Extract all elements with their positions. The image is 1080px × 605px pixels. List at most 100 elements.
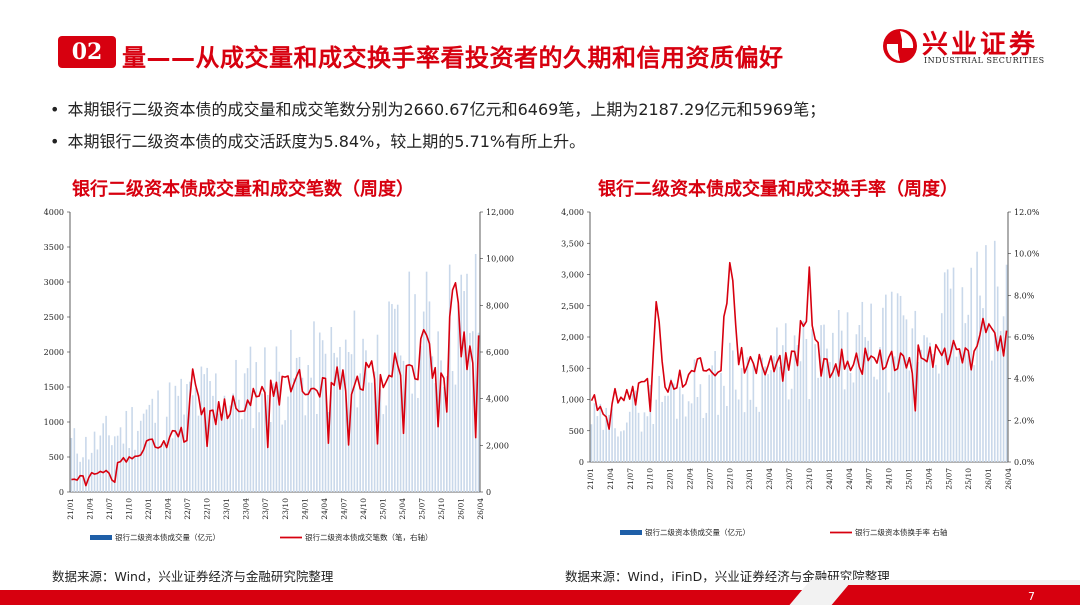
volume-bar xyxy=(893,356,896,462)
volume-bar xyxy=(411,393,413,492)
y-left-tick-label: 500 xyxy=(569,427,584,436)
volume-bar xyxy=(197,415,200,492)
x-tick-label: 22/07 xyxy=(183,498,192,520)
volume-bar xyxy=(820,325,822,462)
volume-bar xyxy=(625,422,628,462)
y-left-tick-label: 2500 xyxy=(44,313,64,322)
volume-bar xyxy=(391,304,393,492)
volume-bar xyxy=(790,388,793,462)
x-tick-label: 22/01 xyxy=(144,498,153,520)
volume-bar xyxy=(976,251,978,462)
volume-bar xyxy=(955,356,958,462)
volume-bar xyxy=(932,353,934,462)
y-right-tick-label: 4,000 xyxy=(486,395,509,404)
volume-bar xyxy=(985,245,987,462)
volume-bar xyxy=(711,365,713,462)
volume-bar xyxy=(764,366,766,462)
volume-bar xyxy=(85,436,87,492)
volume-bar xyxy=(275,346,278,492)
x-tick-label: 21/04 xyxy=(606,468,615,490)
volume-bar xyxy=(799,361,802,462)
volume-bar xyxy=(973,365,975,462)
volume-bar xyxy=(310,377,312,492)
y-left-tick-label: 1,500 xyxy=(561,364,584,373)
volume-bar xyxy=(834,365,837,462)
y-left-tick-label: 3,000 xyxy=(561,271,584,280)
x-tick-label: 22/01 xyxy=(666,468,675,490)
volume-bar xyxy=(714,351,716,462)
volume-bar xyxy=(664,395,666,462)
volume-bar xyxy=(917,361,920,462)
volume-bar xyxy=(935,364,937,462)
volume-bar xyxy=(235,359,237,492)
volume-bar xyxy=(717,414,719,462)
volume-bar xyxy=(808,399,811,462)
volume-bar xyxy=(964,323,967,462)
legend-swatch-bar xyxy=(90,535,112,540)
volume-bar xyxy=(362,338,364,492)
volume-bar xyxy=(82,457,84,492)
volume-bar xyxy=(209,381,211,492)
volume-bar xyxy=(102,423,104,492)
volume-bar xyxy=(720,372,722,462)
x-tick-label: 21/04 xyxy=(86,498,95,520)
x-tick-label: 25/04 xyxy=(924,468,933,490)
volume-bar xyxy=(681,394,684,462)
volume-bar xyxy=(454,384,457,492)
volume-bar xyxy=(125,410,128,492)
y-right-tick-label: 4.0% xyxy=(1014,375,1035,384)
volume-bar xyxy=(171,438,174,492)
bullet-2: 本期银行二级资本债的成交活跃度为5.84%，较上期的5.71%有所上升。 xyxy=(50,128,585,152)
volume-bar xyxy=(252,428,255,492)
volume-bar xyxy=(93,431,96,492)
y-right-tick-label: 6,000 xyxy=(486,348,509,357)
volume-bar xyxy=(428,301,431,492)
volume-bar xyxy=(940,313,943,462)
y-left-tick-label: 0 xyxy=(59,488,64,497)
volume-bar xyxy=(837,310,840,462)
volume-bar xyxy=(142,413,145,492)
volume-bar xyxy=(628,411,631,462)
volume-bar xyxy=(846,312,849,462)
volume-bar xyxy=(471,331,474,492)
volume-bar xyxy=(460,274,463,492)
volume-bar xyxy=(920,349,922,462)
y-left-tick-label: 1000 xyxy=(44,418,64,427)
volume-bar xyxy=(979,295,981,462)
volume-bar xyxy=(770,370,772,462)
volume-bar xyxy=(758,411,761,462)
volume-bar xyxy=(272,383,275,492)
volume-bar xyxy=(229,405,232,492)
volume-bar xyxy=(134,449,136,492)
volume-bar xyxy=(304,415,307,492)
x-tick-label: 21/10 xyxy=(125,498,134,520)
x-tick-label: 25/01 xyxy=(378,498,387,520)
volume-bar xyxy=(183,414,185,492)
y-right-tick-label: 10,000 xyxy=(486,255,514,264)
volume-bar xyxy=(617,436,619,462)
volume-bar xyxy=(96,449,99,492)
volume-bar xyxy=(448,264,451,492)
volume-bar xyxy=(876,379,878,462)
volume-bar xyxy=(926,337,928,462)
volume-bar xyxy=(890,291,893,462)
x-tick-label: 22/10 xyxy=(203,498,212,520)
y-right-tick-label: 12.0% xyxy=(1014,208,1040,217)
x-tick-label: 23/01 xyxy=(222,498,231,520)
volume-bar xyxy=(999,331,1002,462)
volume-bar xyxy=(690,403,693,462)
volume-bar xyxy=(148,404,151,492)
x-tick-label: 21/07 xyxy=(105,498,114,520)
volume-bar xyxy=(902,315,905,462)
volume-bar xyxy=(165,416,168,492)
volume-bar xyxy=(344,339,347,492)
volume-bar xyxy=(887,392,890,462)
volume-bar xyxy=(212,395,214,492)
x-tick-label: 21/10 xyxy=(646,468,655,490)
volume-bar xyxy=(899,295,902,462)
volume-bar xyxy=(787,399,790,462)
volume-bar xyxy=(379,389,382,492)
x-tick-label: 25/07 xyxy=(417,498,426,520)
volume-bar xyxy=(684,416,687,462)
volume-bar xyxy=(599,403,602,462)
